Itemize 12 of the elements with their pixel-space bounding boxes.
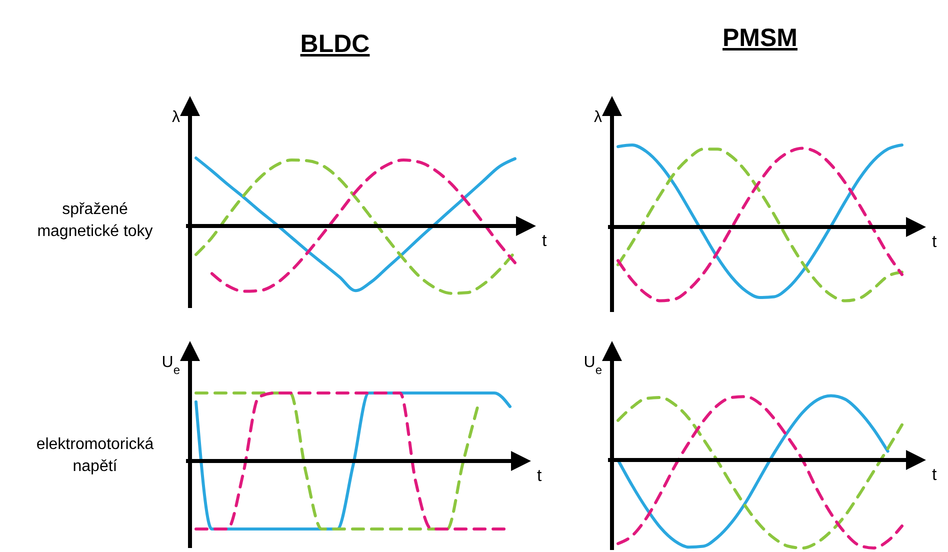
chart-title: BLDC [300,30,370,58]
x-axis-title: t [932,465,937,484]
text: elektromotorická napětí [36,436,154,475]
x-axis-title: t [932,232,937,251]
chart-title: PMSM [722,24,798,52]
y-axis-title: U$_{e}$ [584,354,602,377]
y-axis-title: λ [172,109,180,126]
x-axis-title: t [537,466,542,485]
y-axis-title: U$_{e}$ [162,354,180,377]
text: spřažené magnetické toky [37,201,153,240]
y-axis-title: λ [594,109,602,126]
x-axis-title: t [542,231,547,250]
